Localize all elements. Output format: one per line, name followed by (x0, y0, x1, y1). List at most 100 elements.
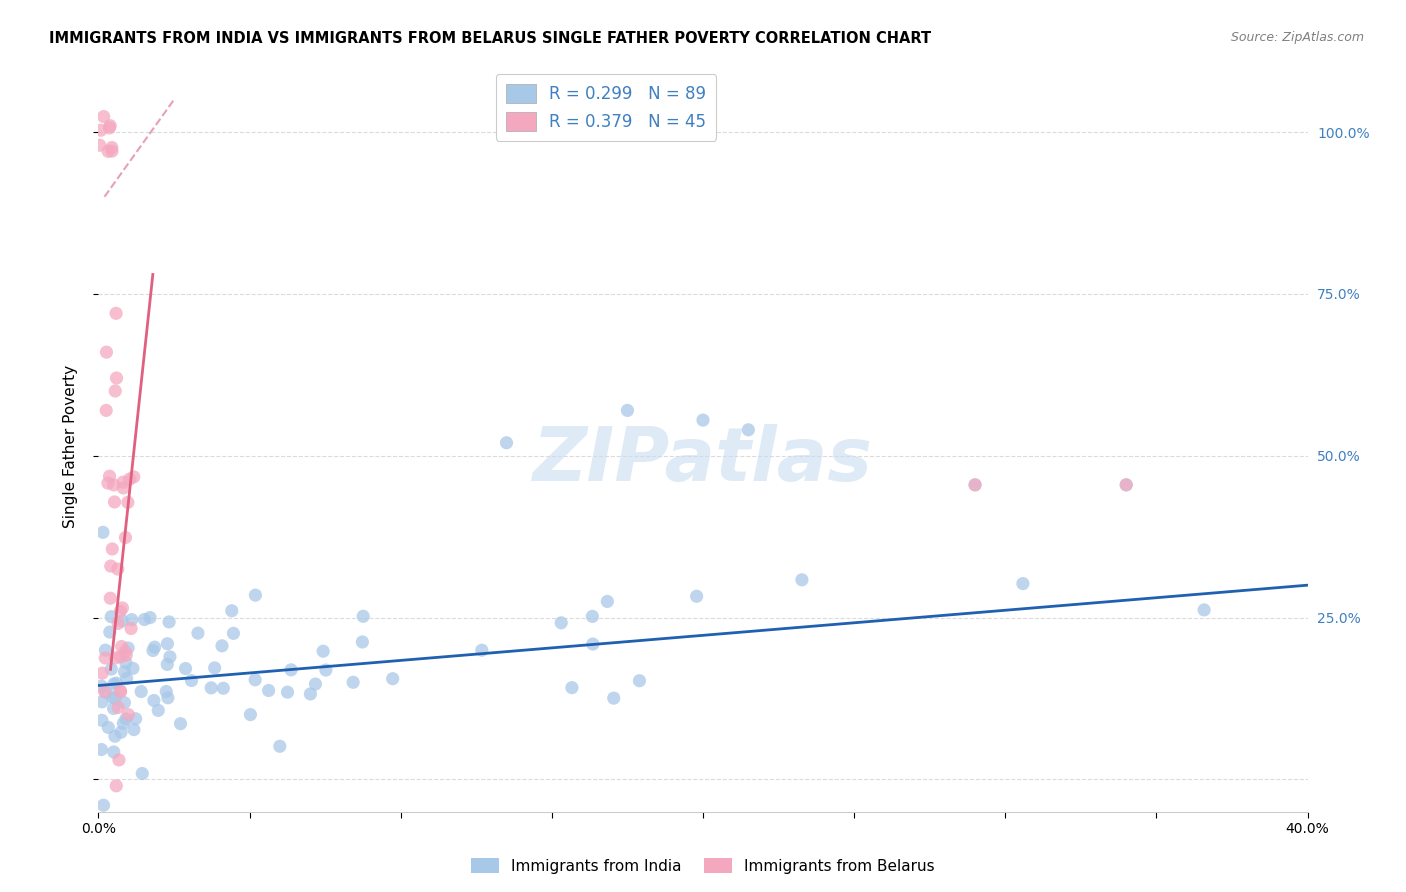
Point (105, 676, 128, 690)
Point (352, 635, 374, 649)
Point (103, 745, 125, 759)
Point (103, 677, 125, 691)
Point (107, 700, 129, 714)
Point (98, 591, 121, 606)
Point (381, 672, 404, 686)
Point (115, 648, 138, 662)
Point (105, 779, 128, 793)
Point (180, 673, 202, 688)
Point (596, 594, 619, 608)
Point (790, 573, 813, 587)
Text: IMMIGRANTS FROM INDIA VS IMMIGRANTS FROM BELARUS SINGLE FATHER POVERTY CORRELATI: IMMIGRANTS FROM INDIA VS IMMIGRANTS FROM… (49, 31, 931, 46)
Point (239, 707, 262, 722)
Point (97, 476, 120, 491)
Point (93, 798, 115, 813)
Point (112, 716, 135, 731)
Point (97, 145, 120, 159)
Point (142, 693, 165, 707)
Point (243, 673, 266, 687)
Point (96, 403, 118, 417)
Point (965, 478, 987, 492)
Point (122, 470, 145, 484)
Point (212, 681, 235, 696)
Point (120, 622, 142, 636)
Point (280, 663, 302, 677)
Point (101, 690, 124, 705)
Point (89, 138, 111, 153)
Point (616, 403, 638, 417)
Point (111, 614, 134, 628)
Point (101, 140, 124, 154)
Point (122, 723, 145, 737)
Point (114, 712, 136, 726)
Point (269, 739, 291, 754)
Point (143, 640, 166, 654)
Point (155, 684, 177, 698)
Point (156, 657, 179, 672)
Point (112, 475, 135, 490)
Point (110, 640, 132, 654)
Point (204, 661, 226, 675)
Point (257, 683, 280, 698)
Point (561, 681, 583, 695)
Point (105, 306, 128, 320)
Point (96, 685, 118, 699)
Text: ZIPatlas: ZIPatlas (533, 424, 873, 497)
Point (103, 701, 125, 715)
Point (105, 371, 128, 385)
Point (98, 120, 121, 135)
Point (245, 588, 267, 602)
Point (737, 423, 759, 437)
Point (110, 604, 132, 618)
Point (111, 601, 134, 615)
Point (142, 643, 165, 657)
Point (98, 119, 121, 133)
Point (692, 413, 714, 427)
Point (582, 637, 605, 651)
Point (304, 677, 326, 691)
Point (108, 753, 131, 767)
Point (97, 720, 120, 734)
Point (1115, 478, 1137, 492)
Point (98, 469, 121, 483)
Point (603, 691, 626, 706)
Point (174, 661, 197, 675)
Point (117, 495, 139, 509)
Point (315, 663, 337, 677)
Point (471, 643, 494, 657)
Point (94, 651, 117, 665)
Point (114, 665, 136, 679)
Point (96, 345, 118, 359)
Point (103, 478, 125, 492)
Point (112, 481, 135, 495)
Point (107, 616, 129, 631)
Point (110, 725, 132, 739)
Point (90, 714, 112, 728)
Point (342, 675, 364, 690)
Point (118, 472, 141, 486)
Y-axis label: Single Father Poverty: Single Father Poverty (63, 365, 77, 527)
Point (187, 626, 209, 640)
Point (312, 644, 335, 658)
Point (200, 681, 222, 695)
Point (93, 110, 115, 124)
Point (115, 672, 138, 686)
Point (1192, 603, 1215, 617)
Point (104, 650, 127, 665)
Point (101, 541, 124, 556)
Point (139, 610, 162, 624)
Point (117, 640, 139, 655)
Point (100, 662, 122, 676)
Point (117, 707, 139, 722)
Point (129, 684, 152, 698)
Point (104, 384, 127, 398)
Point (104, 691, 127, 706)
Point (91, 666, 114, 681)
Point (110, 685, 132, 699)
Point (93, 684, 115, 698)
Point (685, 589, 707, 603)
Point (90, 742, 112, 756)
Point (495, 435, 517, 450)
Point (98, 625, 121, 640)
Point (148, 703, 170, 717)
